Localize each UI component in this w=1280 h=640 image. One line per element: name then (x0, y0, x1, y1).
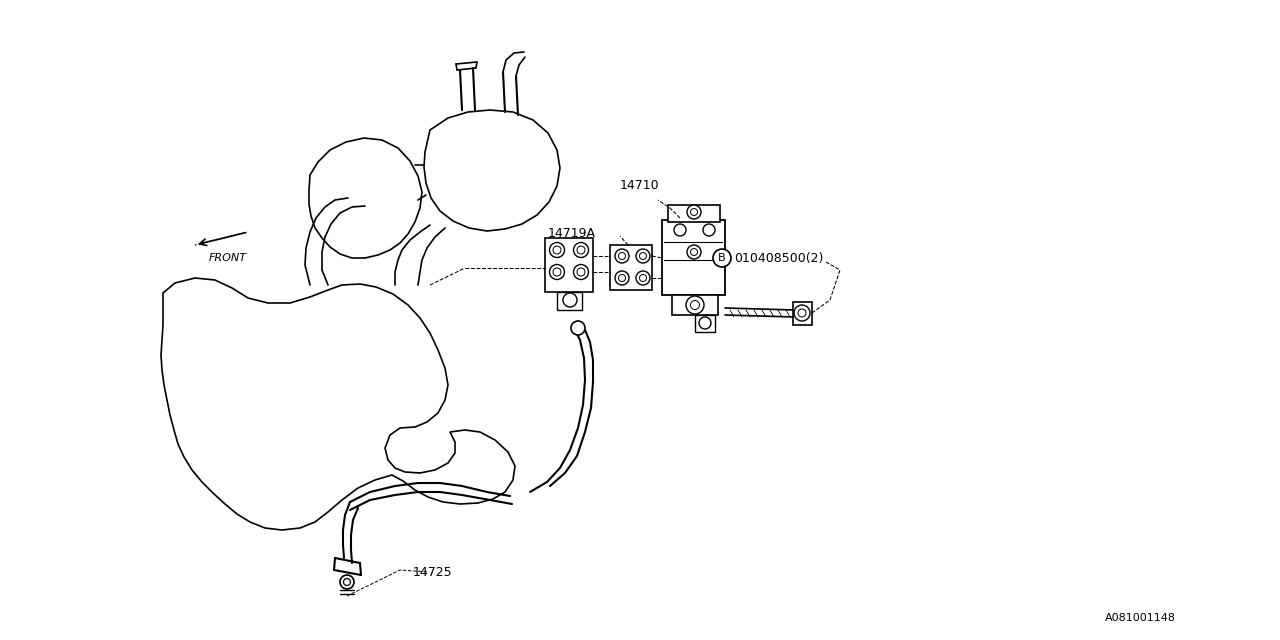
Circle shape (640, 275, 646, 282)
Circle shape (713, 249, 731, 267)
Circle shape (675, 224, 686, 236)
Polygon shape (161, 278, 515, 530)
Polygon shape (695, 315, 716, 332)
Circle shape (573, 243, 589, 257)
Polygon shape (672, 295, 718, 315)
Circle shape (797, 309, 806, 317)
Polygon shape (308, 138, 422, 258)
Circle shape (577, 246, 585, 254)
Polygon shape (794, 302, 812, 325)
Circle shape (563, 293, 577, 307)
Text: B: B (718, 253, 726, 263)
Circle shape (340, 575, 355, 589)
Circle shape (553, 246, 561, 254)
Polygon shape (668, 205, 721, 222)
Text: 14710: 14710 (620, 179, 659, 191)
Circle shape (690, 301, 699, 310)
Polygon shape (662, 220, 724, 295)
Circle shape (614, 271, 628, 285)
Circle shape (794, 305, 810, 321)
Circle shape (703, 224, 716, 236)
Circle shape (636, 271, 650, 285)
Circle shape (571, 321, 585, 335)
Circle shape (690, 209, 698, 216)
Text: FRONT: FRONT (209, 253, 247, 263)
Circle shape (690, 248, 698, 255)
Circle shape (686, 296, 704, 314)
Circle shape (553, 268, 561, 276)
Circle shape (614, 249, 628, 263)
Text: 14725: 14725 (412, 566, 452, 579)
Circle shape (573, 264, 589, 280)
Circle shape (618, 253, 626, 259)
Polygon shape (611, 245, 652, 290)
Circle shape (640, 253, 646, 259)
Polygon shape (545, 238, 593, 292)
Circle shape (343, 579, 351, 586)
Circle shape (549, 243, 564, 257)
Circle shape (687, 205, 701, 219)
Polygon shape (424, 110, 561, 231)
Circle shape (636, 249, 650, 263)
Text: 010408500(2): 010408500(2) (733, 252, 823, 264)
Circle shape (549, 264, 564, 280)
Text: A081001148: A081001148 (1105, 613, 1175, 623)
Circle shape (699, 317, 710, 329)
Polygon shape (557, 292, 582, 310)
Text: 14719A: 14719A (548, 227, 596, 239)
Circle shape (687, 245, 701, 259)
Circle shape (577, 268, 585, 276)
Circle shape (618, 275, 626, 282)
